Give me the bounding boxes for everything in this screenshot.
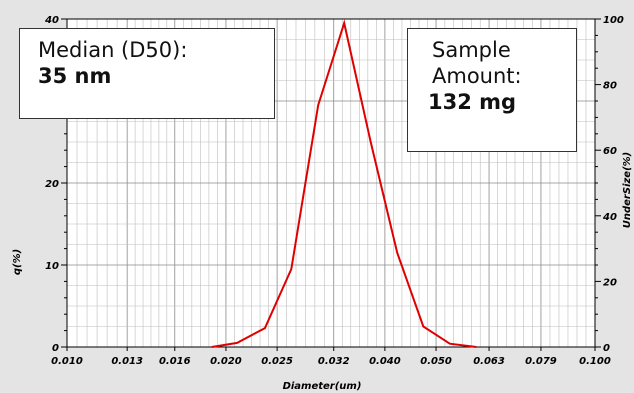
y-right-tick-label: 0 <box>603 343 610 354</box>
y-left-tick-label: 10 <box>45 261 59 272</box>
y-axis-right-title: UnderSize(%) <box>622 152 633 229</box>
median-value: 35 nm <box>38 64 112 88</box>
sample-annotation-box: Sample Amount: 132 mg <box>407 28 577 152</box>
x-tick-label: 0.010 <box>51 356 83 367</box>
x-tick-label: 0.032 <box>318 356 350 367</box>
x-tick-label: 0.020 <box>210 356 242 367</box>
x-tick-label: 0.063 <box>473 356 505 367</box>
sample-value: 132 mg <box>428 90 517 114</box>
x-axis-title: Diameter(um) <box>283 381 362 392</box>
x-tick-label: 0.100 <box>579 356 611 367</box>
distribution-line <box>211 19 477 348</box>
y-left-tick-label: 0 <box>52 343 59 354</box>
x-tick-label: 0.013 <box>111 356 143 367</box>
x-tick-label: 0.079 <box>525 356 557 367</box>
y-right-tick-label: 40 <box>602 212 617 223</box>
y-right-tick-label: 60 <box>603 146 617 157</box>
median-label: Median (D50): <box>38 38 188 62</box>
y-left-tick-label: 20 <box>45 179 59 190</box>
y-right-tick-label: 100 <box>603 15 624 26</box>
x-tick-label: 0.040 <box>369 356 401 367</box>
sample-label-line1: Sample <box>432 38 511 62</box>
median-annotation-box: Median (D50): 35 nm <box>19 28 275 119</box>
y-axis-left-title: q(%) <box>12 249 23 275</box>
x-tick-label: 0.016 <box>159 356 191 367</box>
y-right-tick-label: 20 <box>603 277 617 288</box>
y-right-tick-label: 80 <box>603 81 617 92</box>
x-tick-label: 0.050 <box>420 356 452 367</box>
sample-label-line2: Amount: <box>432 64 522 88</box>
x-tick-label: 0.025 <box>261 356 293 367</box>
y-left-tick-label: 40 <box>44 15 59 26</box>
